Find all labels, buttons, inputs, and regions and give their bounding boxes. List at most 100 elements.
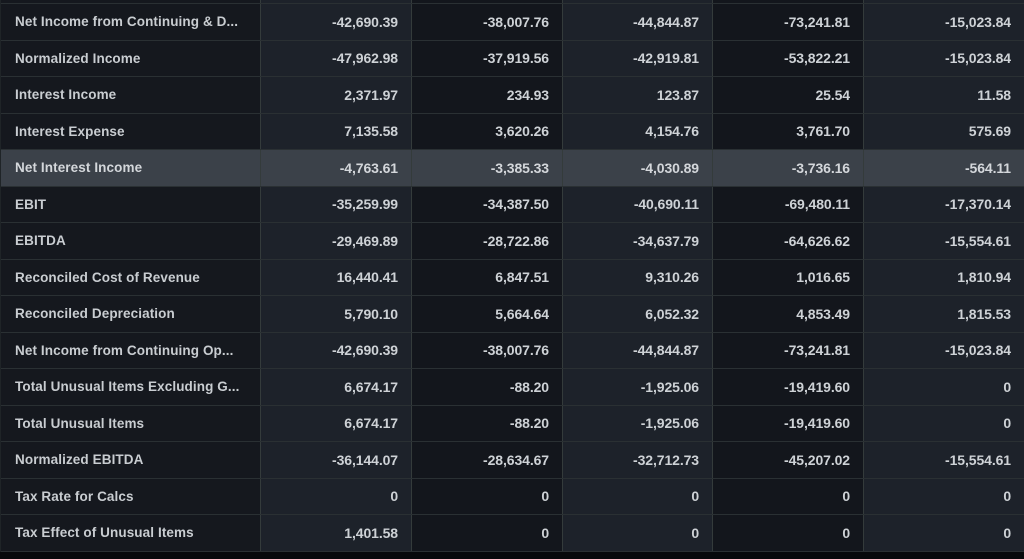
value-cell-1: 0: [261, 478, 412, 514]
value-cell-5: 575.69: [864, 113, 1024, 149]
value-cell-4: 0: [713, 515, 864, 551]
value-cell-1: 7,135.58: [261, 113, 412, 149]
value-cell-1: 6,674.17: [261, 405, 412, 441]
value-cell-3: -4,030.89: [563, 150, 713, 186]
table-row[interactable]: Net Income from Continuing & D... -42,69…: [1, 4, 1024, 41]
row-label: Interest Income: [1, 77, 261, 113]
value-cell-3: -34,637.79: [563, 223, 713, 259]
value-cell-4: 3,761.70: [713, 113, 864, 149]
value-cell-5: 1,810.94: [864, 259, 1024, 295]
value-cell-1: -36,144.07: [261, 442, 412, 478]
value-cell-5: 0: [864, 405, 1024, 441]
row-label: Interest Expense: [1, 113, 261, 149]
table-row[interactable]: Normalized EBITDA -36,144.07 -28,634.67 …: [1, 442, 1024, 479]
value-cell-1: -35,259.99: [261, 186, 412, 222]
value-cell-5: -15,023.84: [864, 4, 1024, 40]
row-label: Normalized Income: [1, 40, 261, 76]
row-label: Net Income from Continuing & D...: [1, 4, 261, 40]
table-row[interactable]: Interest Expense 7,135.58 3,620.26 4,154…: [1, 113, 1024, 150]
table-body: Net Income from Continuing & D... -42,69…: [1, 4, 1024, 552]
table-row[interactable]: Total Unusual Items 6,674.17 -88.20 -1,9…: [1, 405, 1024, 442]
value-cell-3: -42,919.81: [563, 40, 713, 76]
value-cell-5: -15,554.61: [864, 442, 1024, 478]
value-cell-4: -73,241.81: [713, 4, 864, 40]
row-label: Normalized EBITDA: [1, 442, 261, 478]
value-cell-2: -28,634.67: [412, 442, 563, 478]
value-cell-4: -19,419.60: [713, 405, 864, 441]
value-cell-2: -88.20: [412, 369, 563, 405]
value-cell-5: 0: [864, 478, 1024, 514]
value-cell-2: 5,664.64: [412, 296, 563, 332]
value-cell-4: -69,480.11: [713, 186, 864, 222]
value-cell-4: -53,822.21: [713, 40, 864, 76]
table-row[interactable]: Interest Income 2,371.97 234.93 123.87 2…: [1, 77, 1024, 114]
value-cell-4: 4,853.49: [713, 296, 864, 332]
value-cell-1: -42,690.39: [261, 332, 412, 368]
value-cell-5: 11.58: [864, 77, 1024, 113]
value-cell-5: -15,554.61: [864, 223, 1024, 259]
value-cell-1: 6,674.17: [261, 369, 412, 405]
value-cell-2: -3,385.33: [412, 150, 563, 186]
row-label: Net Interest Income: [1, 150, 261, 186]
table-row[interactable]: Total Unusual Items Excluding G... 6,674…: [1, 369, 1024, 406]
value-cell-3: 123.87: [563, 77, 713, 113]
value-cell-5: -17,370.14: [864, 186, 1024, 222]
value-cell-2: 0: [412, 478, 563, 514]
value-cell-1: -29,469.89: [261, 223, 412, 259]
value-cell-3: -40,690.11: [563, 186, 713, 222]
value-cell-3: 6,052.32: [563, 296, 713, 332]
value-cell-2: -38,007.76: [412, 4, 563, 40]
partial-value-cell: [412, 0, 563, 3]
row-label: EBITDA: [1, 223, 261, 259]
table-row[interactable]: EBITDA -29,469.89 -28,722.86 -34,637.79 …: [1, 223, 1024, 260]
value-cell-1: 1,401.58: [261, 515, 412, 551]
partial-value-cell: [563, 0, 713, 3]
row-label: Net Income from Continuing Op...: [1, 332, 261, 368]
value-cell-5: 0: [864, 515, 1024, 551]
value-cell-3: 9,310.26: [563, 259, 713, 295]
value-cell-5: -15,023.84: [864, 40, 1024, 76]
table-row[interactable]: EBIT -35,259.99 -34,387.50 -40,690.11 -6…: [1, 186, 1024, 223]
value-cell-4: -3,736.16: [713, 150, 864, 186]
value-cell-3: -44,844.87: [563, 332, 713, 368]
row-label: Reconciled Depreciation: [1, 296, 261, 332]
partial-value-cell: [713, 0, 864, 3]
value-cell-2: -28,722.86: [412, 223, 563, 259]
value-cell-3: -32,712.73: [563, 442, 713, 478]
value-cell-3: 0: [563, 515, 713, 551]
value-cell-4: -64,626.62: [713, 223, 864, 259]
row-label: Total Unusual Items Excluding G...: [1, 369, 261, 405]
value-cell-2: -38,007.76: [412, 332, 563, 368]
value-cell-5: -15,023.84: [864, 332, 1024, 368]
row-label: Tax Effect of Unusual Items: [1, 515, 261, 551]
value-cell-2: 234.93: [412, 77, 563, 113]
value-cell-3: -1,925.06: [563, 369, 713, 405]
value-cell-3: 0: [563, 478, 713, 514]
value-cell-1: 5,790.10: [261, 296, 412, 332]
value-cell-2: 3,620.26: [412, 113, 563, 149]
value-cell-3: -44,844.87: [563, 4, 713, 40]
value-cell-1: -4,763.61: [261, 150, 412, 186]
table-row[interactable]: Tax Effect of Unusual Items 1,401.58 0 0…: [1, 515, 1024, 552]
value-cell-5: -564.11: [864, 150, 1024, 186]
value-cell-1: -47,962.98: [261, 40, 412, 76]
value-cell-1: -42,690.39: [261, 4, 412, 40]
value-cell-4: 0: [713, 478, 864, 514]
row-label: EBIT: [1, 186, 261, 222]
value-cell-2: -37,919.56: [412, 40, 563, 76]
value-cell-1: 16,440.41: [261, 259, 412, 295]
value-cell-2: -34,387.50: [412, 186, 563, 222]
table-row[interactable]: Reconciled Cost of Revenue 16,440.41 6,8…: [1, 259, 1024, 296]
partial-value-cell: [261, 0, 412, 3]
table-row[interactable]: Net Income from Continuing Op... -42,690…: [1, 332, 1024, 369]
value-cell-4: -45,207.02: [713, 442, 864, 478]
table-row[interactable]: Normalized Income -47,962.98 -37,919.56 …: [1, 40, 1024, 77]
partial-value-cell: [864, 0, 1024, 3]
table-row[interactable]: Reconciled Depreciation 5,790.10 5,664.6…: [1, 296, 1024, 333]
value-cell-5: 1,815.53: [864, 296, 1024, 332]
partial-label-cell: [1, 0, 261, 3]
value-cell-2: 0: [412, 515, 563, 551]
value-cell-2: -88.20: [412, 405, 563, 441]
table-row[interactable]: Tax Rate for Calcs 0 0 0 0 0: [1, 478, 1024, 515]
table-row[interactable]: Net Interest Income -4,763.61 -3,385.33 …: [1, 150, 1024, 187]
